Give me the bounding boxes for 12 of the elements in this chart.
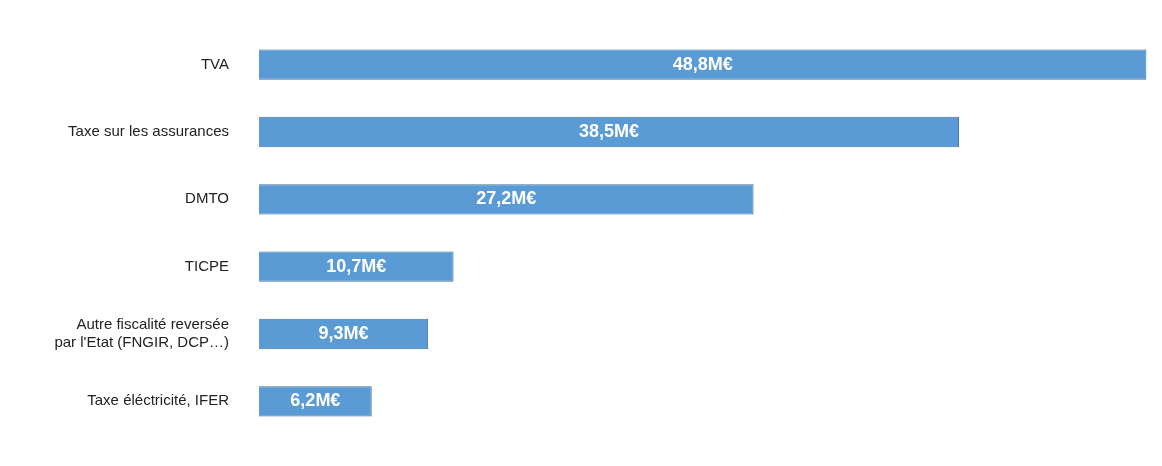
data-label: 10,7M€: [326, 255, 387, 276]
y-tick-label: TICPE: [184, 256, 229, 274]
data-label: 48,8M€: [672, 53, 733, 74]
y-tick-label: Taxe sur les assurances: [68, 122, 229, 140]
y-tick-label: Taxe éléctricité, IFER: [87, 391, 230, 409]
y-tick-label: DMTO: [185, 189, 229, 207]
y-tick-label: Autre fiscalité reversée par l'Etat (FNGIR, DCP…): [54, 315, 229, 351]
data-label: 38,5M€: [579, 120, 640, 141]
data-label: 6,2M€: [290, 390, 341, 411]
data-label: 27,2M€: [476, 188, 537, 209]
data-label: 9,3M€: [318, 322, 369, 343]
y-tick-label: TVA: [200, 54, 229, 72]
